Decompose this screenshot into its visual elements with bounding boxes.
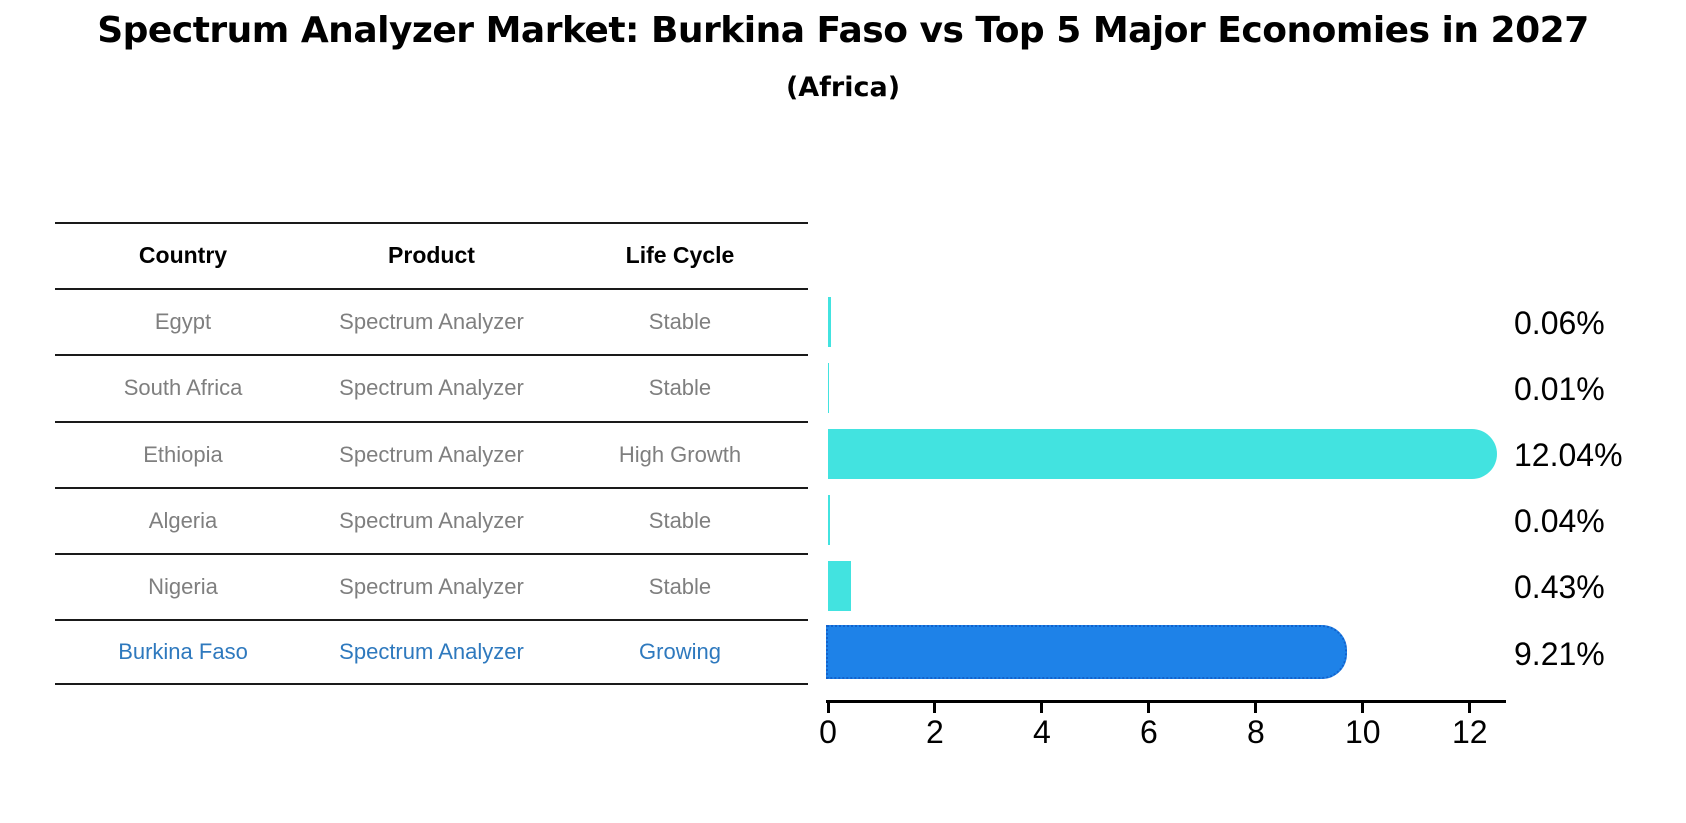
table-header-row: Country Product Life Cycle <box>55 222 808 288</box>
table-header-life-cycle: Life Cycle <box>625 242 735 269</box>
table-cell-country: Egypt <box>154 309 212 335</box>
x-tick-label: 12 <box>1451 714 1488 750</box>
table-cell-life-cycle: Stable <box>648 309 712 335</box>
table-row-nigeria: Nigeria Spectrum Analyzer Stable <box>55 552 808 619</box>
table-header-product: Product <box>388 242 475 269</box>
table-cell-product: Spectrum Analyzer <box>339 441 524 467</box>
x-tick-label: 2 <box>926 714 944 750</box>
table-row-algeria: Algeria Spectrum Analyzer Stable <box>55 486 808 553</box>
x-tick-mark <box>1468 703 1472 713</box>
x-axis-line <box>826 700 1506 703</box>
table-cell-product: Spectrum Analyzer <box>339 639 524 665</box>
bar-nigeria <box>828 561 851 612</box>
table-cell-product: Spectrum Analyzer <box>339 375 524 401</box>
x-tick-mark <box>1361 703 1365 713</box>
bar-egypt <box>828 296 832 347</box>
value-label-nigeria: 0.43% <box>1514 569 1605 606</box>
bar-burkina-faso <box>825 625 1348 679</box>
value-label-south-africa: 0.01% <box>1514 370 1605 407</box>
x-tick-mark <box>1147 703 1151 713</box>
country-table: Country Product Life Cycle Egypt Spectru… <box>55 222 808 686</box>
table-cell-country: Algeria <box>148 507 218 533</box>
x-tick-mark <box>1040 703 1044 713</box>
x-tick-label: 0 <box>819 714 837 750</box>
table-cell-life-cycle: High Growth <box>618 441 742 467</box>
x-tick-label: 8 <box>1246 714 1265 750</box>
table-row-south-africa: South Africa Spectrum Analyzer Stable <box>55 354 808 420</box>
table-cell-product: Spectrum Analyzer <box>339 507 524 533</box>
x-tick-label: 6 <box>1139 714 1158 750</box>
x-tick-label: 10 <box>1345 714 1381 750</box>
table-row-burkina-faso: Burkina Faso Spectrum Analyzer Growing <box>55 619 808 686</box>
table-row-egypt: Egypt Spectrum Analyzer Stable <box>55 288 808 354</box>
x-tick-label: 4 <box>1033 714 1051 750</box>
value-label-ethiopia: 12.04% <box>1514 436 1623 473</box>
x-tick-mark <box>933 703 937 713</box>
table-cell-product: Spectrum Analyzer <box>339 573 524 599</box>
value-label-algeria: 0.04% <box>1514 503 1605 540</box>
table-cell-country: Burkina Faso <box>118 639 248 665</box>
value-label-egypt: 0.06% <box>1514 304 1605 341</box>
value-label-burkina-faso: 9.21% <box>1514 635 1605 672</box>
bar-south-africa <box>828 362 829 413</box>
table-cell-life-cycle: Stable <box>648 573 712 599</box>
chart-title: Spectrum Analyzer Market: Burkina Faso v… <box>97 10 1589 51</box>
table-cell-product: Spectrum Analyzer <box>339 309 524 335</box>
table-row-ethiopia: Ethiopia Spectrum Analyzer High Growth <box>55 420 808 487</box>
table-cell-life-cycle: Growing <box>639 639 721 665</box>
table-header-country: Country <box>138 242 228 269</box>
bar-chart: 0.06% 0.01% 12.04% 0.04% 0.43% 9.21% 0 2… <box>819 289 1686 819</box>
table-cell-country: Ethiopia <box>143 441 223 467</box>
x-tick-mark <box>1254 703 1258 713</box>
bar-algeria <box>828 495 831 546</box>
x-tick-mark <box>826 703 830 713</box>
table-cell-country: Nigeria <box>148 573 218 599</box>
chart-subtitle: (Africa) <box>785 72 901 103</box>
table-cell-life-cycle: Stable <box>648 375 712 401</box>
bar-ethiopia <box>828 428 1497 479</box>
table-cell-life-cycle: Stable <box>648 507 712 533</box>
table-cell-country: South Africa <box>123 375 243 401</box>
